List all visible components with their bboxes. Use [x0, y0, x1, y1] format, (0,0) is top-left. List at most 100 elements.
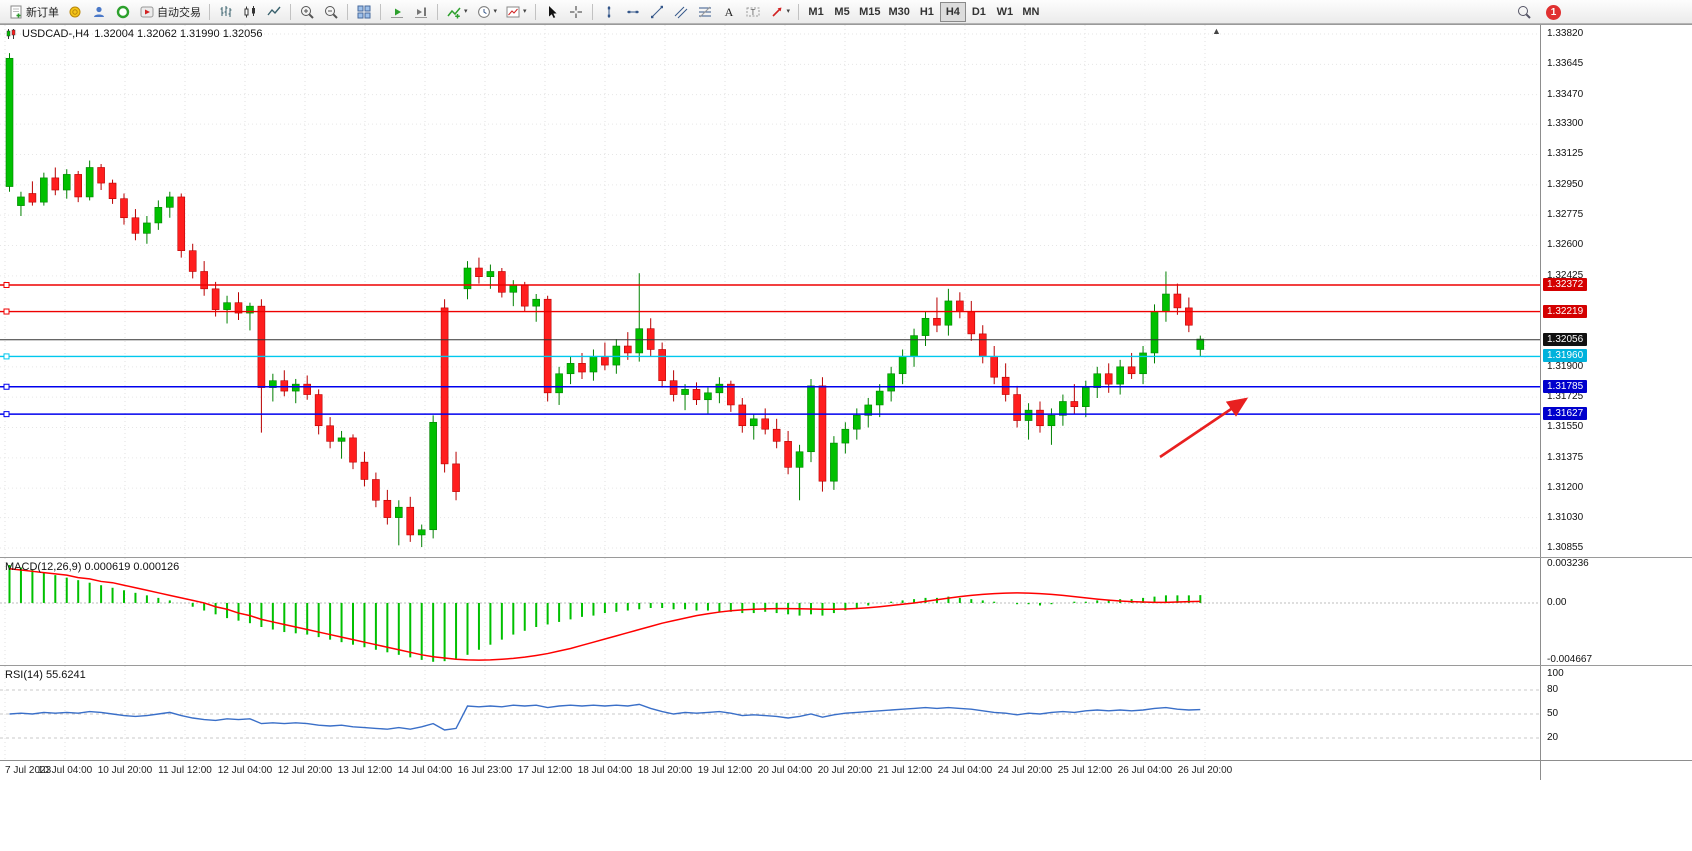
line-handle[interactable]: [3, 353, 10, 360]
timeframe-button-w1[interactable]: W1: [992, 2, 1018, 22]
axis-tick-label: 1.33820: [1547, 28, 1584, 39]
axis-tick-label: 1.31375: [1547, 451, 1584, 463]
vertical-line-button[interactable]: [597, 2, 621, 22]
equidistant-channel-button[interactable]: [669, 2, 693, 22]
trend-arrow-annotation[interactable]: [1159, 397, 1249, 459]
rsi-axis[interactable]: 100 80 50 20: [1540, 666, 1692, 760]
line-handle[interactable]: [3, 308, 10, 315]
new-order-button[interactable]: 新订单: [4, 2, 63, 22]
cursor-button[interactable]: [540, 2, 564, 22]
line-handle[interactable]: [3, 383, 10, 390]
trendline-button[interactable]: [645, 2, 669, 22]
candle: [166, 196, 174, 208]
trendline-icon: [650, 5, 663, 18]
axis-tick-label: 1.31900: [1547, 360, 1584, 372]
toolbar-right-group: 1: [1512, 2, 1561, 22]
macd-label: MACD(12,26,9) 0.000619 0.000126: [5, 561, 180, 573]
text-button[interactable]: A: [717, 2, 741, 22]
candle: [74, 174, 82, 198]
candle: [406, 506, 415, 536]
periods-button[interactable]: ▾: [472, 2, 502, 22]
candle: [131, 217, 140, 234]
candle: [990, 356, 999, 378]
candlestick-chart-button[interactable]: [238, 2, 262, 22]
time-tick-label: 20 Jul 04:00: [757, 765, 813, 776]
candlestick-plot[interactable]: [0, 25, 1540, 558]
candle: [108, 182, 117, 199]
toolbar-separator: [591, 3, 593, 20]
candle: [1024, 409, 1033, 421]
timeframe-button-mn[interactable]: MN: [1018, 2, 1044, 22]
candle: [257, 305, 266, 388]
cursor-icon: [548, 5, 557, 18]
chart-shift-button[interactable]: [409, 2, 433, 22]
timeframe-button-m30[interactable]: M30: [884, 2, 913, 22]
candle: [280, 380, 289, 392]
candle: [1127, 366, 1136, 375]
zoom-in-icon: [301, 5, 314, 19]
search-button[interactable]: [1512, 2, 1536, 22]
market-watch-button[interactable]: [111, 2, 135, 22]
candle: [704, 392, 712, 401]
tile-windows-button[interactable]: [352, 2, 376, 22]
auto-trading-button[interactable]: 自动交易: [135, 2, 205, 22]
dropdown-caret: ▾: [786, 8, 791, 15]
candle: [1196, 338, 1205, 350]
candle: [830, 442, 838, 482]
candle: [246, 305, 254, 314]
arrows-button[interactable]: ▾: [765, 2, 795, 22]
crosshair-button[interactable]: [564, 2, 588, 22]
profile-button[interactable]: [87, 2, 111, 22]
timeframe-button-d1[interactable]: D1: [966, 2, 992, 22]
timeframe-button-h4[interactable]: H4: [939, 1, 966, 22]
line-chart-button[interactable]: [262, 2, 286, 22]
candle: [1185, 307, 1193, 326]
timeframe-button-m5[interactable]: M5: [829, 2, 855, 22]
notification-badge[interactable]: 1: [1546, 4, 1561, 20]
time-tick-label: 20 Jul 20:00: [817, 765, 873, 776]
timeframe-button-h1[interactable]: H1: [914, 2, 940, 22]
axis-corner-divider: [1540, 761, 1541, 780]
indicators-button[interactable]: ▾: [442, 2, 472, 22]
accounts-button[interactable]: [63, 2, 87, 22]
time-tick-label: 10 Jul 20:00: [97, 765, 153, 776]
candle: [658, 349, 666, 381]
candle: [715, 383, 724, 394]
time-tick-label: 11 Jul 12:00: [158, 765, 212, 776]
axis-tick-label: 1.32775: [1547, 209, 1584, 221]
zoom-in-button[interactable]: [295, 2, 319, 22]
auto-scroll-button[interactable]: [385, 2, 409, 22]
line-handle[interactable]: [3, 282, 10, 288]
price-axis[interactable]: 1.33820 1.33645 1.33470 1.33300 1.33125 1.329…: [1540, 25, 1692, 557]
axis-tick-label: 1.33125: [1547, 148, 1584, 160]
zoom-out-button[interactable]: [319, 2, 343, 22]
line-handle[interactable]: [3, 411, 10, 418]
candle: [303, 383, 312, 395]
scroll-position-marker[interactable]: ▲: [1212, 26, 1221, 36]
time-tick-label: 24 Jul 04:00: [937, 765, 993, 776]
candle: [612, 345, 621, 366]
timeframe-button-m15[interactable]: M15: [855, 2, 884, 22]
macd-indicator-plot[interactable]: [0, 558, 1540, 666]
fibonacci-button[interactable]: [693, 2, 717, 22]
candle: [532, 298, 541, 307]
macd-axis[interactable]: 0.003236 0.00 -0.004667: [1540, 558, 1692, 665]
candle: [1047, 415, 1056, 427]
horizontal-line-button[interactable]: [621, 2, 645, 22]
candle: [1001, 376, 1010, 395]
candle: [1104, 373, 1113, 385]
axis-tick-label: 1.30855: [1547, 541, 1584, 553]
dropdown-caret: ▾: [523, 8, 527, 15]
candle: [841, 428, 850, 444]
candle: [1093, 373, 1102, 388]
timeframe-button-m1[interactable]: M1: [803, 2, 829, 22]
text-label-button[interactable]: T: [741, 2, 765, 22]
templates-button[interactable]: ▾: [501, 2, 531, 22]
axis-tick-label: 1.31200: [1547, 482, 1584, 494]
toolbar: 新订单 自动交易: [0, 0, 1692, 24]
fibonacci-icon: [698, 6, 711, 17]
time-axis[interactable]: 7 Jul 2023 10 Jul 04:00 10 Jul 20:00 11 Jul…: [0, 760, 1692, 780]
candle: [97, 167, 105, 184]
rsi-indicator-plot[interactable]: [0, 666, 1540, 761]
bar-chart-button[interactable]: [214, 2, 238, 22]
